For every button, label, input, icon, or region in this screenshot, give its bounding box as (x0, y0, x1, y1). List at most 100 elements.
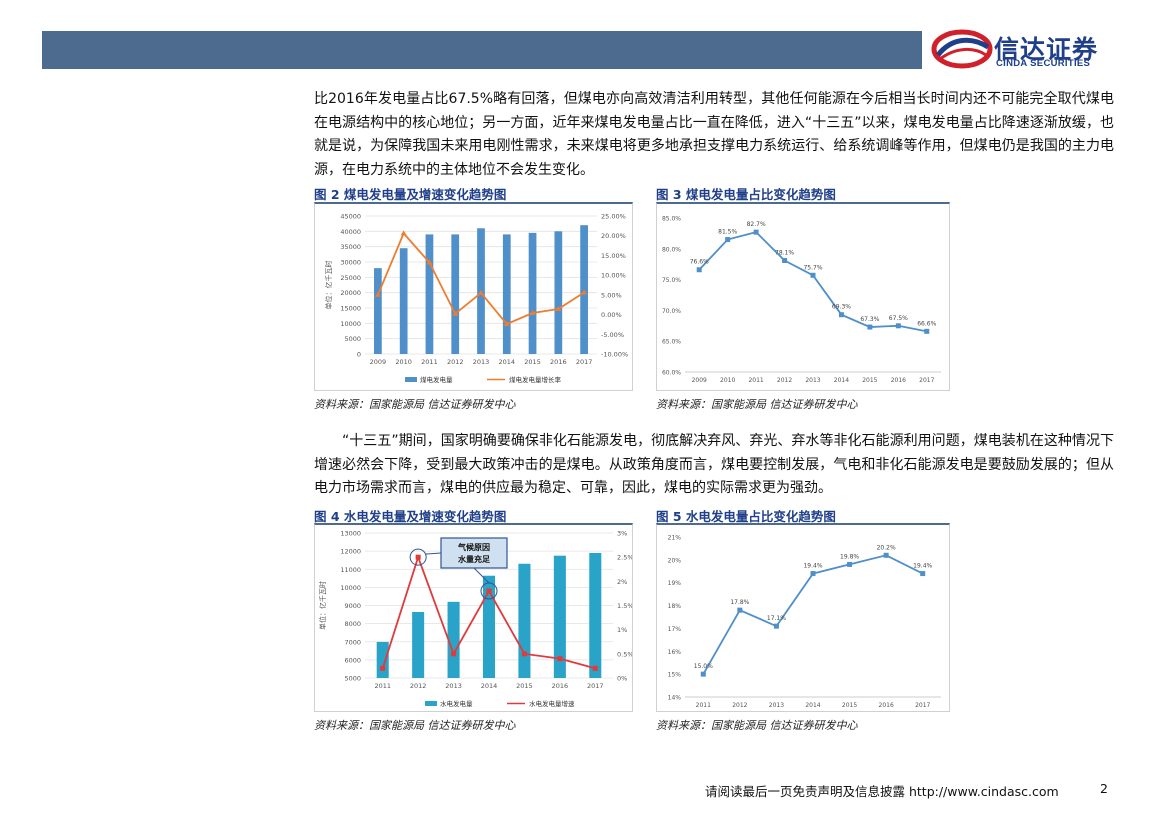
bar (412, 612, 425, 678)
annotation-text-line2: 水量充足 (457, 554, 491, 564)
bar (447, 601, 460, 678)
y-tick-label: 15000 (340, 305, 361, 313)
data-label: 19.8% (840, 553, 859, 560)
y-tick-label: 70.0% (662, 308, 681, 315)
y-tick-label: 45000 (340, 213, 361, 221)
annotation-box (440, 537, 508, 569)
legend-label: 煤电发电量增长率 (509, 375, 562, 384)
legend-label: 水电发电量 (440, 699, 473, 708)
line-point (400, 230, 407, 236)
line-point (521, 651, 527, 657)
x-tick-label: 2017 (587, 682, 604, 690)
fig4-frame: 13000 12000 11000 10000 9000 8000 7000 6000 5000… (314, 523, 634, 712)
x-tick-label: 2011 (696, 702, 711, 709)
y-tick-label: 15% (668, 672, 682, 679)
fig3-source: 资料来源：国家能源局 信达证券研发中心 (656, 398, 858, 411)
y2-tick-label: 10.00% (601, 272, 626, 280)
data-label: 67.3% (860, 316, 879, 323)
line-point (581, 289, 588, 295)
footer-disclaimer: 请阅读最后一页免责声明及信息披露 http://www.cindasc.com (705, 784, 1059, 799)
line-point (883, 552, 889, 558)
x-tick-label: 2012 (732, 702, 747, 709)
body-paragraph-2: “十三五”期间，国家明确要确保非化石能源发电，彻底解决弃风、弃光、弃水等非化石能… (314, 433, 1114, 496)
bar (502, 234, 511, 354)
data-label: 67.5% (889, 315, 908, 322)
y2-tick-label: 1.5% (617, 602, 632, 610)
x-tick-label: 2016 (552, 682, 569, 690)
y-tick-label: 20% (668, 557, 682, 564)
data-label: 19.4% (803, 563, 822, 570)
y-tick-label: 25000 (340, 274, 361, 282)
line-point (920, 571, 926, 577)
x-tick-label: 2012 (410, 682, 427, 690)
x-tick-label: 2014 (805, 702, 820, 709)
y-tick-label: 10000 (340, 320, 361, 328)
line-point (478, 289, 484, 295)
legend-label: 水电发电量增速 (529, 699, 575, 708)
fig2-title: 图 2 煤电发电量及增速变化趋势图 (314, 187, 507, 202)
data-label: 19.4% (913, 563, 932, 570)
y2-tick-label: 3% (617, 530, 627, 538)
line-point (486, 588, 492, 594)
fig4-chart: 13000 12000 11000 10000 9000 8000 7000 6000 5000… (318, 530, 634, 709)
data-label: 76.6% (690, 259, 709, 266)
y2-tick-label: 0.00% (601, 311, 622, 319)
y-tick-label: 21% (668, 535, 682, 542)
bar (399, 248, 408, 354)
y-tick-label: 30000 (340, 259, 361, 267)
y-tick-label: 0 (357, 351, 361, 359)
bar (482, 575, 496, 678)
x-tick-label: 2015 (842, 702, 857, 709)
y-tick-label: 35000 (340, 243, 361, 251)
y-tick-label: 19% (668, 580, 682, 587)
y2-tick-label: 20.00% (601, 232, 626, 240)
x-tick-label: 2014 (499, 358, 516, 366)
y-tick-label: 65.0% (662, 339, 681, 346)
line-point (753, 229, 759, 235)
x-tick-label: 2014 (834, 377, 849, 384)
legend-swatch-bar (425, 701, 437, 706)
line-point (380, 665, 386, 671)
line-point (529, 309, 536, 315)
legend-swatch-bar (405, 377, 417, 382)
x-tick-label: 2016 (891, 377, 906, 384)
x-tick-label: 2015 (524, 358, 541, 366)
x-tick-label: 2013 (473, 358, 490, 366)
y-tick-label: 8000 (344, 620, 361, 628)
fig5-source: 资料来源：国家能源局 信达证券研发中心 (656, 719, 858, 732)
x-tick-label: 2013 (805, 377, 820, 384)
x-tick-label: 2011 (748, 377, 763, 384)
line-point (592, 665, 598, 671)
data-label: 20.2% (877, 544, 896, 551)
bar (425, 234, 434, 354)
line-point (810, 571, 816, 577)
x-tick-label: 2013 (769, 702, 784, 709)
line-point (810, 272, 816, 278)
line-point (452, 310, 459, 316)
fig5-title: 图 5 水电发电量占比变化趋势图 (656, 509, 836, 524)
y2-tick-label: 0.5% (617, 650, 632, 658)
x-tick-label: 2015 (516, 682, 533, 690)
bar (374, 268, 382, 354)
bar (451, 234, 460, 354)
line-point (924, 328, 930, 334)
bar (376, 641, 389, 678)
y-tick-label: 6000 (344, 656, 361, 664)
data-label: 17.8% (730, 599, 749, 606)
y2-tick-label: 0% (617, 675, 627, 683)
y-tick-label: 80.0% (662, 246, 681, 253)
x-tick-label: 2017 (919, 377, 934, 384)
line-point (503, 321, 510, 327)
fig3-title: 图 3 煤电发电量占比变化趋势图 (656, 187, 836, 202)
annotation-leader (473, 567, 490, 584)
y-tick-label: 11000 (340, 566, 361, 574)
x-tick-label: 2016 (550, 358, 567, 366)
line-point (895, 323, 901, 329)
y-tick-label: 12000 (340, 548, 361, 556)
x-tick-label: 2013 (445, 682, 462, 690)
y2-tick-label: 15.00% (601, 252, 626, 260)
line-point (847, 561, 853, 567)
y-tick-label: 20000 (340, 289, 361, 297)
x-tick-label: 2017 (915, 702, 930, 709)
line-point (700, 671, 706, 677)
